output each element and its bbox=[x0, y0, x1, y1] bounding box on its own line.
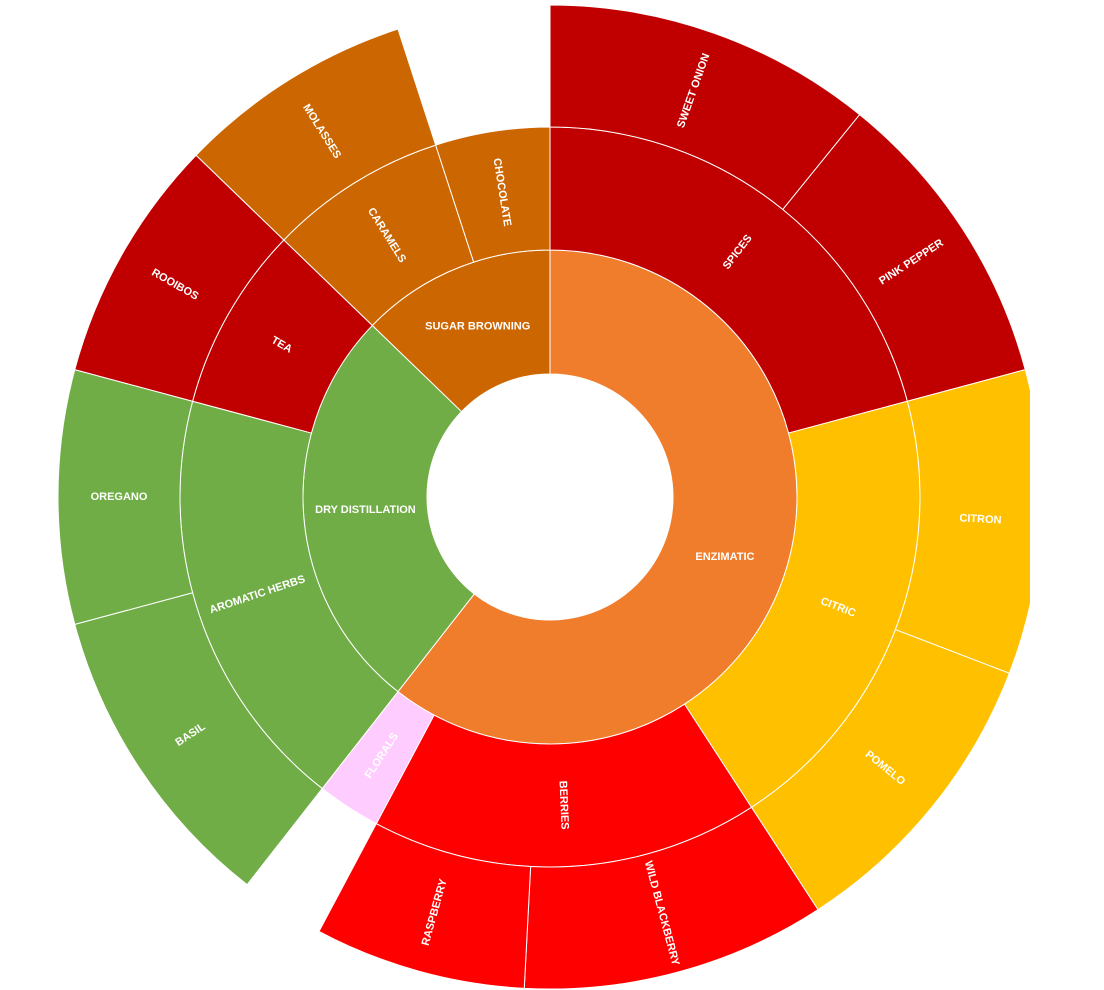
segment-label: CITRON bbox=[959, 512, 1002, 526]
segment-label: SUGAR BROWNING bbox=[425, 321, 530, 333]
segment-label: DRY DISTILLATION bbox=[315, 504, 416, 516]
segment bbox=[435, 126, 551, 263]
segment-label: BERRIES bbox=[556, 781, 570, 830]
segment-label: OREGANO bbox=[91, 491, 148, 503]
segment bbox=[195, 28, 437, 241]
segment-label: ENZIMATIC bbox=[695, 551, 754, 563]
segment bbox=[318, 823, 532, 989]
